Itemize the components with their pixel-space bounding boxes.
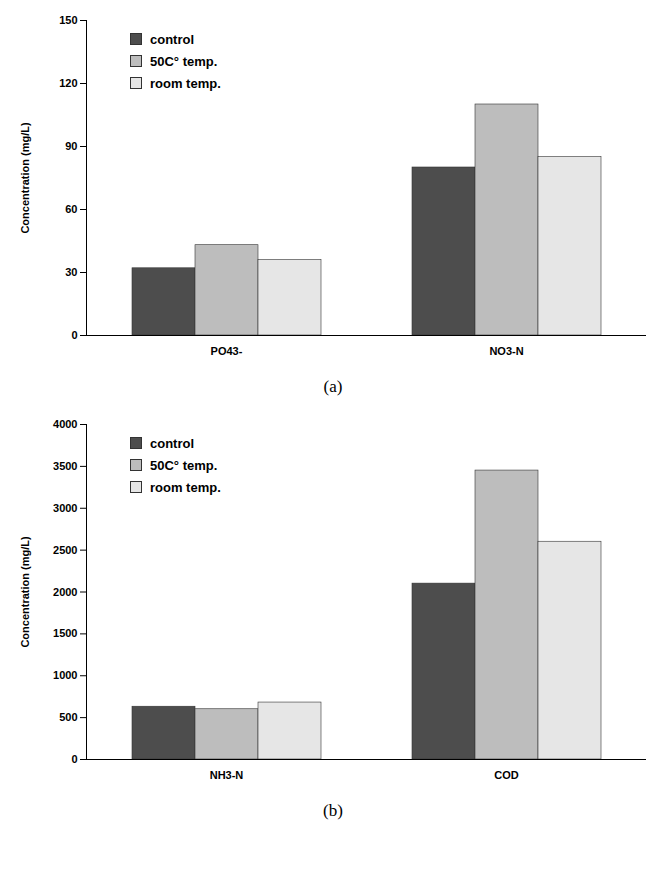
svg-text:3500: 3500 xyxy=(53,460,77,472)
svg-text:0: 0 xyxy=(71,329,77,341)
html-text:(b): (b) xyxy=(323,801,343,820)
html-text:50C° temp.: 50C° temp. xyxy=(150,53,218,69)
svg-text:90: 90 xyxy=(65,140,77,152)
svg-text:4000: 4000 xyxy=(53,418,77,430)
svg-text:2000: 2000 xyxy=(53,586,77,598)
html-text:control: control xyxy=(150,435,195,451)
svg-text:Concentration (mg/L): Concentration (mg/L) xyxy=(19,536,31,648)
svg-text:NH3-N: NH3-N xyxy=(210,769,244,781)
svg-text:60: 60 xyxy=(65,203,77,215)
svg-text:30: 30 xyxy=(65,266,77,278)
svg-text:1500: 1500 xyxy=(53,627,77,639)
svg-text:150: 150 xyxy=(59,14,77,26)
svg-text:120: 120 xyxy=(59,77,77,89)
svg-text:1000: 1000 xyxy=(53,669,77,681)
svg-text:COD: COD xyxy=(494,769,519,781)
svg-text:Concentration (mg/L): Concentration (mg/L) xyxy=(19,122,31,234)
html-text:50C° temp.: 50C° temp. xyxy=(150,457,218,473)
svg-text:NO3-N: NO3-N xyxy=(489,345,523,357)
html-text:room temp.: room temp. xyxy=(150,75,221,91)
svg-text:3000: 3000 xyxy=(53,502,77,514)
html-text:room temp.: room temp. xyxy=(150,479,221,495)
html-text:control: control xyxy=(150,31,195,47)
svg-text:PO43-: PO43- xyxy=(211,345,243,357)
html-text:(a): (a) xyxy=(323,377,343,396)
svg-text:500: 500 xyxy=(59,711,77,723)
svg-text:0: 0 xyxy=(71,753,77,765)
svg-text:2500: 2500 xyxy=(53,544,77,556)
